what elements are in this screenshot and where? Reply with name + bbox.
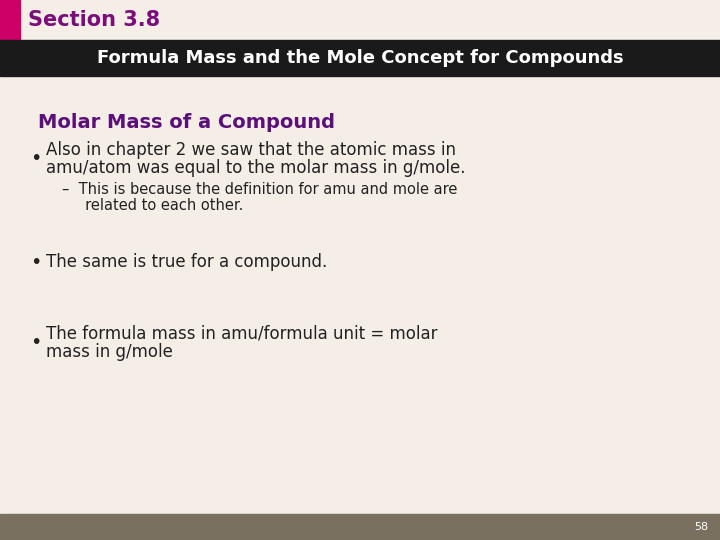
Text: The formula mass in amu/formula unit = molar: The formula mass in amu/formula unit = m… [46, 325, 438, 343]
Bar [0, 514, 720, 540]
Text: Also in chapter 2 we saw that the atomic mass in: Also in chapter 2 we saw that the atomic… [46, 141, 456, 159]
Text: amu/atom was equal to the molar mass in g/mole.: amu/atom was equal to the molar mass in … [46, 159, 466, 177]
Text: Molar Mass of a Compound: Molar Mass of a Compound [38, 112, 335, 132]
Text: •: • [30, 253, 41, 272]
Bar [0, 40, 720, 76]
Text: •: • [30, 150, 41, 168]
Text: Formula Mass and the Mole Concept for Compounds: Formula Mass and the Mole Concept for Co… [96, 49, 624, 67]
Text: •: • [30, 334, 41, 353]
Text: mass in g/mole: mass in g/mole [46, 343, 173, 361]
Text: 58: 58 [694, 522, 708, 532]
Text: –  This is because the definition for amu and mole are: – This is because the definition for amu… [62, 183, 457, 198]
Text: related to each other.: related to each other. [62, 199, 243, 213]
Bar [0, 0, 20, 40]
Text: The same is true for a compound.: The same is true for a compound. [46, 253, 328, 271]
Text: Section 3.8: Section 3.8 [28, 10, 160, 30]
